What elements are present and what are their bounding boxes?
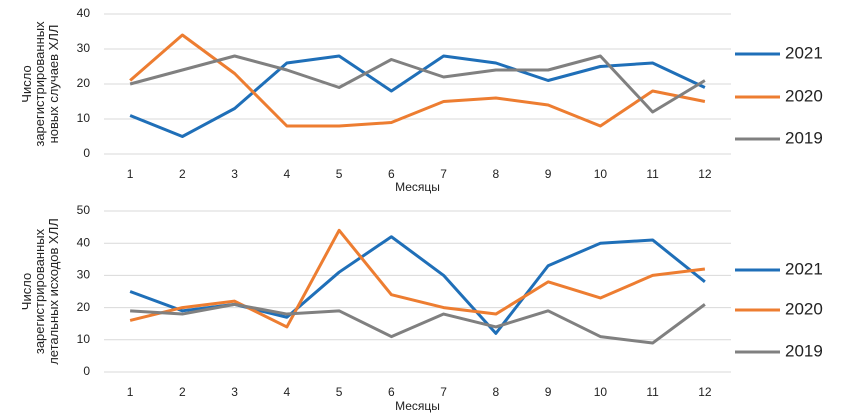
series-line — [129, 54, 706, 114]
x-tick-label: 10 — [594, 167, 608, 181]
x-tick-label: 1 — [127, 167, 134, 181]
y-tick-label: 40 — [77, 235, 91, 249]
x-tick-label: 9 — [545, 385, 552, 399]
y-axis-title: Число зарегистрированных летальных исход… — [18, 218, 61, 365]
y-axis-title: Число зарегистрированных новых случаев Х… — [18, 21, 61, 147]
y-tick-label: 0 — [83, 146, 90, 160]
x-tick-label: 8 — [493, 385, 500, 399]
x-tick-label: 2 — [179, 167, 186, 181]
legend-label: 2021 — [785, 259, 823, 278]
y-tick-label: 30 — [77, 268, 91, 282]
x-tick-label: 3 — [231, 385, 238, 399]
x-tick-label: 5 — [336, 167, 343, 181]
x-tick-label: 4 — [284, 385, 291, 399]
x-tick-label: 3 — [231, 167, 238, 181]
x-tick-label: 7 — [440, 167, 447, 181]
series-line — [129, 228, 706, 329]
x-tick-label: 4 — [284, 167, 291, 181]
series-line — [129, 235, 706, 335]
x-tick-label: 6 — [388, 385, 395, 399]
legend-label: 2019 — [785, 341, 823, 360]
x-axis-title: Месяцы — [395, 180, 440, 194]
x-tick-label: 1 — [127, 385, 134, 399]
y-tick-label: 40 — [77, 6, 91, 20]
x-tick-label: 5 — [336, 385, 343, 399]
y-tick-label: 20 — [77, 300, 91, 314]
y-tick-label: 50 — [77, 203, 91, 217]
x-tick-label: 11 — [646, 385, 659, 399]
x-tick-label: 9 — [545, 167, 552, 181]
legend-label: 2021 — [785, 43, 823, 62]
y-tick-label: 10 — [77, 332, 91, 346]
legend-label: 2020 — [785, 299, 823, 318]
x-tick-label: 8 — [493, 167, 500, 181]
series-line — [130, 302, 706, 345]
x-tick-label: 12 — [698, 167, 712, 181]
y-axis-title-text: Число зарегистрированных летальных исход… — [18, 218, 61, 365]
legend-label: 2020 — [785, 86, 823, 105]
y-axis-title-text: Число зарегистрированных новых случаев Х… — [18, 21, 61, 147]
y-tick-label: 20 — [77, 76, 91, 90]
x-tick-label: 12 — [698, 385, 712, 399]
y-tick-label: 10 — [77, 111, 91, 125]
x-tick-label: 10 — [594, 385, 608, 399]
legend-label: 2019 — [785, 128, 823, 147]
x-tick-label: 7 — [440, 385, 447, 399]
x-axis-title: Месяцы — [395, 399, 440, 413]
y-tick-label: 30 — [77, 41, 91, 55]
y-tick-label: 0 — [83, 364, 90, 378]
x-tick-label: 11 — [646, 167, 659, 181]
series-line — [129, 33, 706, 128]
x-tick-label: 2 — [179, 385, 186, 399]
x-tick-label: 6 — [388, 167, 395, 181]
